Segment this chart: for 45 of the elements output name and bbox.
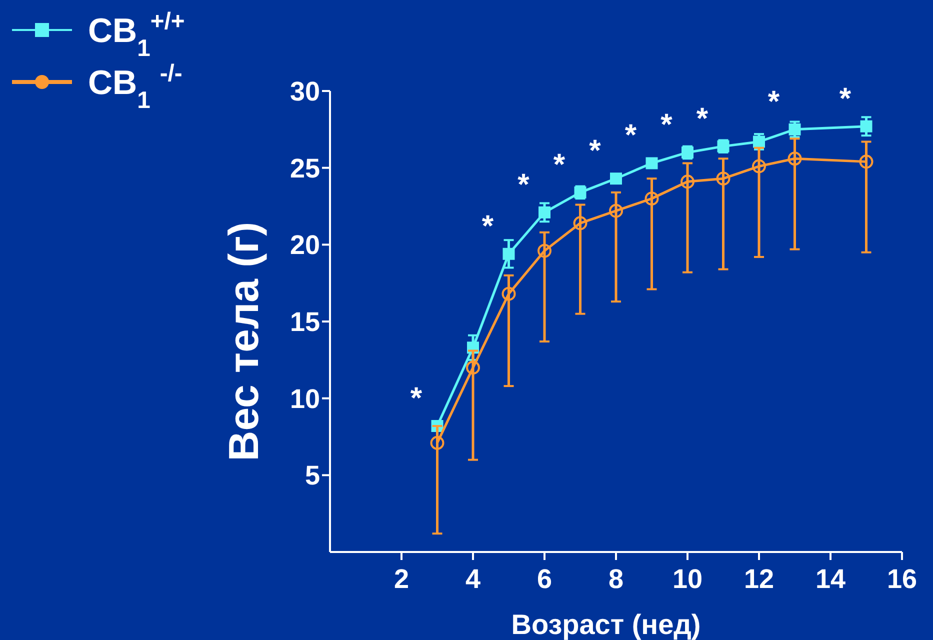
point bbox=[502, 248, 515, 260]
x-tick-label: 12 bbox=[744, 564, 774, 594]
annotation: * bbox=[624, 119, 637, 152]
y-tick-label: 30 bbox=[290, 76, 320, 106]
y-tick-label: 25 bbox=[290, 153, 320, 184]
point bbox=[788, 152, 802, 166]
point bbox=[538, 206, 550, 218]
annotation: * bbox=[839, 82, 852, 116]
point bbox=[610, 172, 622, 185]
x-tick-label: 10 bbox=[672, 564, 703, 594]
x-tick-label: 16 bbox=[886, 564, 918, 594]
y-tick-label: 15 bbox=[290, 306, 320, 337]
point bbox=[502, 286, 516, 301]
annotation: * bbox=[768, 85, 780, 118]
x-tick-label: 8 bbox=[608, 564, 624, 594]
point bbox=[644, 192, 659, 206]
point bbox=[430, 436, 444, 450]
point bbox=[753, 136, 765, 148]
point bbox=[680, 174, 694, 189]
point bbox=[466, 360, 480, 375]
point bbox=[716, 172, 730, 186]
annotation: * bbox=[553, 148, 566, 182]
x-tick-label: 14 bbox=[815, 564, 846, 594]
annotation: * bbox=[518, 168, 530, 202]
point bbox=[859, 154, 874, 169]
point bbox=[646, 157, 658, 170]
y-tick-label: 20 bbox=[290, 230, 320, 260]
x-tick-label: 2 bbox=[394, 564, 410, 594]
annotation: * bbox=[696, 102, 708, 136]
point bbox=[609, 204, 623, 218]
y-tick-label: 5 bbox=[304, 460, 320, 491]
annotation: * bbox=[410, 382, 422, 415]
point bbox=[538, 244, 552, 258]
y-axis-title: Вес тела (г) bbox=[220, 222, 267, 462]
annotation: * bbox=[589, 134, 602, 168]
x-tick-label: 4 bbox=[465, 564, 481, 594]
point bbox=[788, 123, 801, 136]
point bbox=[860, 120, 872, 132]
y-tick-label: 10 bbox=[290, 384, 320, 414]
x-tick-label: 6 bbox=[536, 564, 552, 594]
annotation: * bbox=[660, 108, 673, 142]
point bbox=[573, 216, 588, 230]
point bbox=[752, 159, 766, 174]
x-axis-title: Возраст (нед) bbox=[511, 609, 701, 640]
annotation: * bbox=[482, 210, 494, 243]
